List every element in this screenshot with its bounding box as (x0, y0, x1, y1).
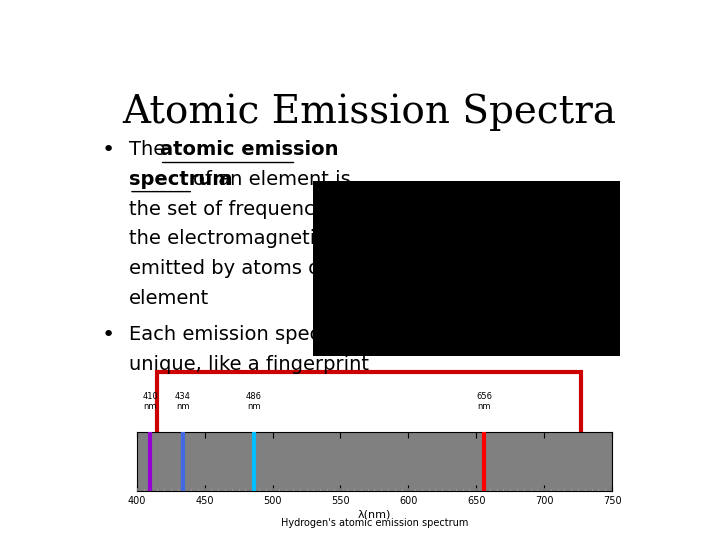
Text: the electromagnetic waves: the electromagnetic waves (129, 230, 394, 248)
Text: 434
nm: 434 nm (175, 392, 191, 411)
Text: •: • (101, 325, 114, 345)
Text: 486
nm: 486 nm (246, 392, 261, 411)
FancyBboxPatch shape (157, 373, 581, 472)
Text: Atomic Emission Spectra: Atomic Emission Spectra (122, 94, 616, 131)
Text: unique, like a fingerprint: unique, like a fingerprint (129, 355, 369, 374)
Text: The: The (129, 140, 171, 159)
Bar (313, 181, 620, 356)
X-axis label: λ(nm): λ(nm) (358, 509, 391, 519)
Text: of an element is: of an element is (193, 170, 351, 188)
Text: spectrum: spectrum (129, 170, 239, 188)
Text: element: element (129, 289, 210, 308)
Text: Each emission spectra is: Each emission spectra is (129, 325, 370, 345)
Text: 410
nm: 410 nm (143, 392, 158, 411)
Text: the set of frequencies of: the set of frequencies of (129, 199, 368, 219)
Text: emitted by atoms of the: emitted by atoms of the (129, 259, 365, 279)
Text: •: • (101, 140, 114, 160)
Text: 656
nm: 656 nm (477, 392, 492, 411)
Text: atomic emission: atomic emission (160, 140, 338, 159)
Text: Hydrogen's atomic emission spectrum: Hydrogen's atomic emission spectrum (281, 518, 468, 528)
